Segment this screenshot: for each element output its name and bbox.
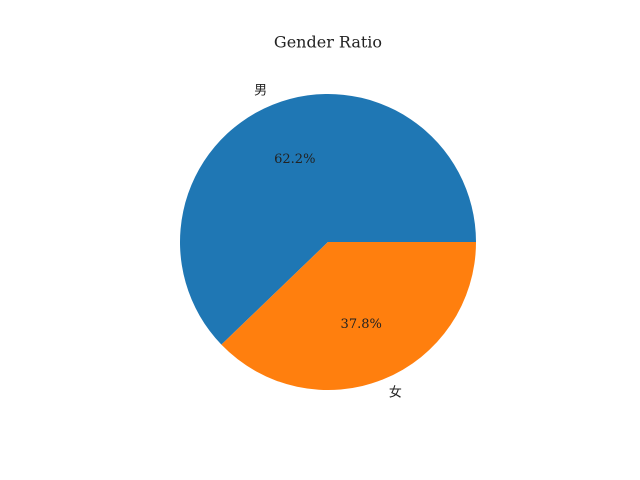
- chart-title: Gender Ratio: [274, 33, 382, 52]
- value-label: 62.2%: [274, 152, 315, 167]
- slice-label: 女: [389, 384, 402, 400]
- pie-slice: [221, 242, 476, 390]
- pie-slice: [180, 93, 476, 345]
- slice-label: 男: [254, 84, 267, 99]
- value-label: 37.8%: [341, 317, 382, 332]
